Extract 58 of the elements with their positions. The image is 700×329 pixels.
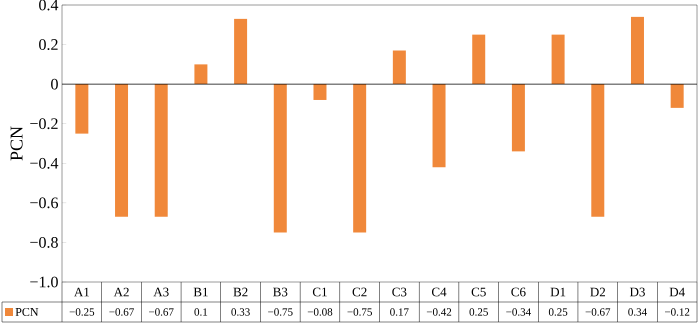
bar [154, 84, 168, 217]
bar [552, 34, 565, 84]
x-tick-label: C6 [511, 288, 526, 296]
x-tick-label: C2 [352, 288, 367, 296]
bar [75, 84, 88, 134]
bar [115, 84, 128, 217]
data-label: −0.67 [149, 308, 174, 316]
x-tick-label: D2 [590, 288, 606, 296]
x-tick-label: B1 [194, 288, 208, 296]
x-tick-label: C5 [472, 288, 486, 296]
bar [313, 84, 326, 100]
data-label: −0.42 [426, 308, 452, 316]
x-tick-label: D4 [670, 288, 685, 296]
bar [274, 84, 287, 233]
x-tick-label: C4 [432, 288, 446, 296]
x-tick-label: B2 [233, 288, 248, 296]
x-tick-label: A3 [153, 288, 169, 296]
y-tick-label: −1.0 [30, 276, 58, 288]
y-axis-title: PCN [10, 126, 23, 160]
data-label: −0.08 [308, 308, 332, 316]
x-tick-label: A1 [74, 288, 90, 296]
data-label: −0.67 [586, 308, 610, 316]
data-label: 0.1 [194, 308, 208, 316]
legend-label: PCN [16, 308, 38, 316]
y-tick-label: 0.2 [39, 39, 58, 50]
bar [194, 64, 208, 84]
data-label: −0.67 [109, 308, 134, 316]
data-label: −0.34 [506, 308, 531, 316]
bar [512, 84, 525, 152]
y-tick-label: 0 [51, 78, 58, 90]
bar [234, 18, 248, 84]
y-tick-label: 0.4 [39, 0, 58, 10]
bar [630, 16, 644, 84]
data-label: −0.75 [347, 308, 372, 316]
x-tick-label: B3 [273, 288, 288, 296]
y-tick-label: −0.4 [30, 158, 58, 169]
data-label: 0.33 [231, 308, 250, 316]
x-tick-label: D1 [550, 288, 566, 296]
data-label: 0.34 [628, 308, 647, 316]
x-tick-label: C3 [392, 288, 406, 296]
bar [591, 84, 604, 217]
y-tick-label: −0.2 [30, 118, 58, 130]
data-label: −0.75 [268, 308, 293, 316]
x-tick-label: A2 [114, 288, 129, 296]
x-tick-label: D3 [630, 288, 645, 296]
x-tick-label: C1 [312, 288, 327, 296]
data-label: 0.25 [470, 308, 488, 316]
data-label: −0.25 [70, 308, 94, 316]
bar [472, 34, 486, 84]
data-label: 0.17 [390, 308, 409, 316]
data-label: −0.12 [664, 308, 690, 316]
data-label: 0.25 [548, 308, 568, 316]
bar [432, 84, 446, 168]
y-tick-label: −0.8 [30, 236, 58, 248]
bar [670, 84, 684, 108]
y-tick-label: −0.6 [30, 197, 58, 208]
bar [392, 50, 406, 84]
bar [353, 84, 366, 233]
